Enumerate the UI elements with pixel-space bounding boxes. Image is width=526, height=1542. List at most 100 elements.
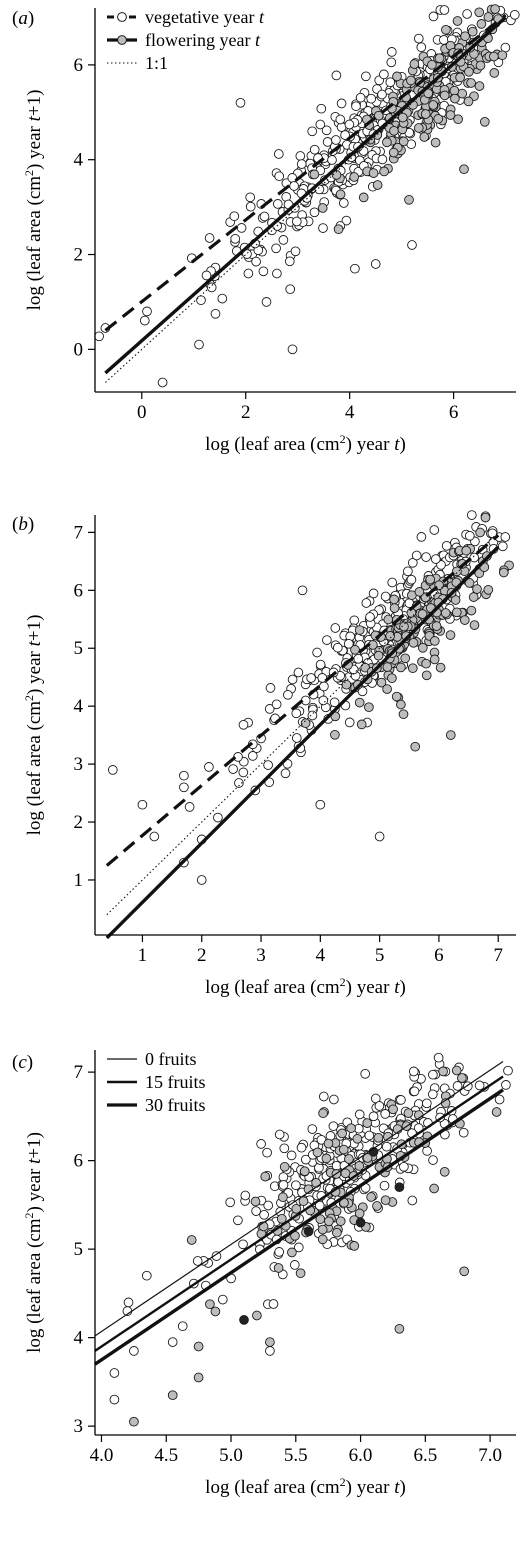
data-point — [258, 266, 269, 277]
y-tick-label: 3 — [74, 754, 84, 775]
data-point — [261, 297, 272, 307]
data-point — [445, 110, 456, 120]
data-point — [206, 282, 217, 293]
data-point — [366, 93, 377, 104]
data-point — [438, 1066, 448, 1077]
data-point — [382, 684, 392, 694]
data-point — [451, 1065, 462, 1076]
data-point — [324, 1216, 334, 1227]
data-point — [318, 1091, 329, 1102]
data-point — [263, 760, 273, 770]
data-point — [414, 586, 425, 597]
data-point — [317, 1224, 328, 1235]
data-point — [441, 540, 452, 551]
data-point — [389, 125, 399, 136]
data-point — [210, 1306, 221, 1317]
chart-panel-b: (b) 1 2 3 4 5 6 7 1 2 3 4 5 6 7 log (leaf area (cm2) ye… — [12, 510, 516, 998]
data-point — [331, 170, 342, 180]
data-point — [230, 233, 241, 244]
data-point — [469, 620, 480, 630]
series-line — [94, 1088, 504, 1366]
data-point — [297, 585, 308, 596]
data-point — [417, 642, 428, 653]
data-point — [464, 66, 474, 77]
series-line — [105, 534, 500, 867]
data-point — [240, 1190, 251, 1201]
x-tick-label: 0 — [137, 402, 147, 423]
y-tick-label: 7 — [74, 1062, 84, 1083]
data-point — [321, 1153, 332, 1164]
legend-label: flowering year t — [145, 30, 261, 50]
data-point — [323, 1138, 334, 1149]
data-point — [291, 1180, 301, 1191]
x-tick-label: 4 — [345, 402, 355, 423]
data-point — [431, 621, 442, 631]
data-point — [204, 762, 214, 772]
y-tick-label: 0 — [74, 339, 84, 360]
y-tick-label: 5 — [74, 638, 84, 659]
y-tick-label: 5 — [74, 1239, 84, 1260]
x-tick-label: 7 — [493, 945, 503, 966]
data-point — [459, 164, 469, 175]
data-point — [399, 621, 409, 632]
data-point — [341, 679, 352, 690]
data-point — [374, 831, 385, 842]
data-point — [290, 246, 301, 257]
data-point — [274, 171, 285, 182]
data-point — [296, 1142, 307, 1153]
data-point — [406, 75, 416, 86]
data-point — [497, 541, 508, 552]
panel-label: (a) — [12, 8, 34, 29]
data-point — [242, 249, 252, 259]
data-point — [368, 168, 379, 178]
legend-label: 1:1 — [145, 53, 168, 73]
data-point — [265, 683, 276, 693]
data-point — [445, 730, 456, 740]
data-point — [466, 510, 477, 520]
data-point — [278, 235, 289, 245]
data-point — [389, 594, 399, 605]
data-point — [354, 1161, 365, 1171]
data-point — [149, 831, 160, 842]
series-line — [104, 13, 507, 332]
data-point — [460, 31, 470, 42]
panel-label: (b) — [12, 514, 34, 535]
data-point — [400, 653, 411, 664]
data-point — [283, 689, 293, 700]
y-tick-label: 6 — [74, 580, 84, 601]
data-point — [379, 166, 389, 177]
data-point — [239, 1315, 249, 1325]
data-point — [429, 654, 440, 665]
data-point — [129, 1416, 139, 1427]
data-point — [373, 110, 384, 121]
x-tick-label: 5.0 — [219, 1445, 243, 1466]
data-point — [386, 57, 397, 68]
x-tick-label: 6 — [449, 402, 459, 423]
data-point — [421, 552, 431, 562]
data-point — [428, 1069, 438, 1080]
data-point — [250, 1196, 261, 1207]
data-point — [300, 695, 311, 706]
data-point — [428, 100, 439, 110]
data-point — [247, 751, 258, 761]
data-point — [427, 1089, 438, 1100]
data-point — [489, 68, 500, 78]
data-point — [251, 1206, 261, 1216]
data-point — [295, 1268, 306, 1279]
data-point — [268, 1299, 279, 1309]
data-point — [385, 77, 396, 88]
data-point — [298, 1196, 309, 1207]
x-axis-label: log (leaf area (cm2) year t) — [205, 432, 406, 455]
data-point — [429, 636, 440, 646]
data-point — [331, 135, 341, 145]
series-line — [105, 545, 500, 940]
data-point — [467, 26, 478, 37]
data-point — [476, 19, 487, 29]
x-tick-label: 6.5 — [413, 1445, 437, 1466]
data-point — [469, 552, 480, 563]
data-point — [333, 224, 344, 235]
data-point — [387, 673, 397, 684]
data-point — [295, 151, 306, 161]
data-point — [228, 764, 238, 774]
data-point — [422, 1146, 432, 1156]
